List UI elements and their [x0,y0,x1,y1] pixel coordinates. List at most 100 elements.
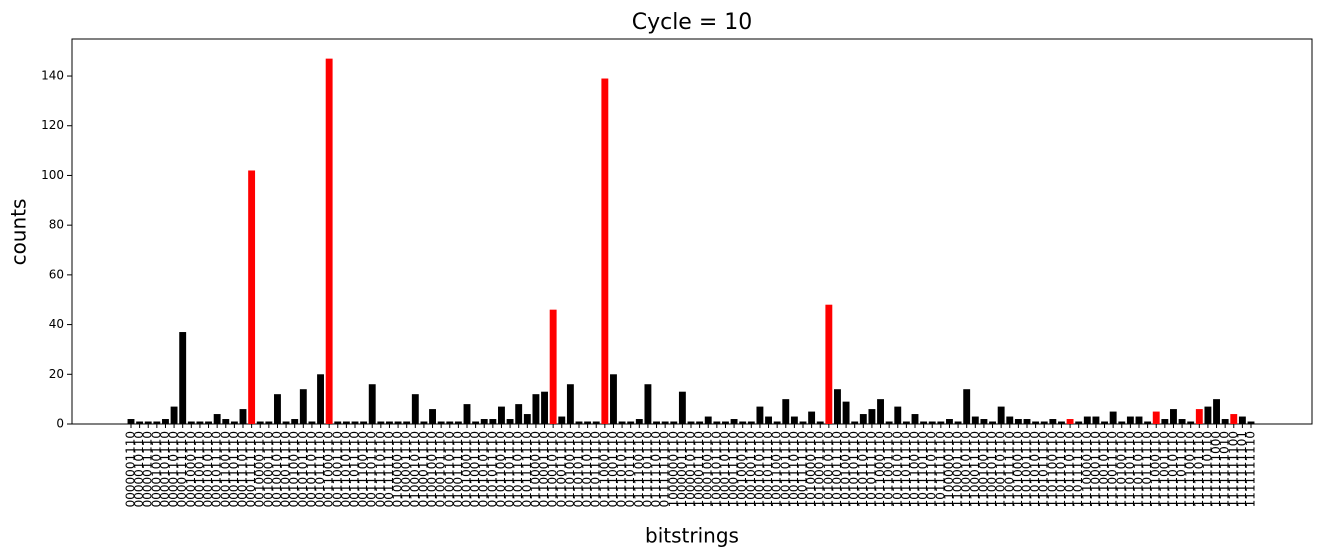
x-tick-label: 0011110110 [373,431,387,507]
x-tick-label: 0011100110 [356,431,370,507]
x-tick-label: 0111011110 [623,431,637,507]
bar [334,421,342,424]
x-tick-label: 0010100110 [287,431,301,507]
bar [360,421,368,424]
x-tick-label: 1000100110 [701,431,715,507]
bar [256,421,264,424]
x-tick-label: 1000001110 [675,431,689,507]
x-tick-label: 0001101110 [227,431,241,507]
bar [541,391,548,424]
bar [222,419,230,424]
x-tick-label: 0011001110 [330,431,344,507]
bar [144,421,152,424]
bar [1170,409,1177,424]
y-tick-label: 20 [49,367,64,381]
x-tick-label: 0110000110 [528,431,542,507]
bar [291,419,299,424]
x-tick-label: 1011001110 [882,431,896,507]
x-tick-label: 1100110110 [994,431,1008,507]
bar [635,419,643,424]
bar [342,421,350,424]
x-tick-label: 1000010110 [684,431,698,507]
bar [782,399,790,424]
bar [1092,416,1100,424]
bar [722,421,729,424]
bar [816,421,824,424]
bar [730,419,738,424]
bar [937,421,945,424]
bar [454,421,462,424]
x-tick-label: 1101000110 [1011,431,1025,507]
bar [765,416,772,424]
x-tick-label: 1111010110 [1166,431,1180,507]
bar [403,421,411,424]
bar [1049,419,1057,424]
bar [1247,421,1255,424]
bar [920,421,928,424]
x-tick-label: 1011111110 [933,431,947,507]
x-tick-label: 0100101110 [434,431,448,507]
x-tick-label: 1001000110 [735,431,749,507]
bar [532,394,540,424]
x-tick-label: 0100011110 [416,431,430,507]
x-tick-label: 1111111101 [1235,431,1249,507]
bar [386,421,393,424]
bar [1014,419,1022,424]
x-tick-label: 0000101110 [158,431,172,507]
bar [127,419,135,424]
bar [1187,421,1195,424]
x-tick-label: 1001001110 [744,431,758,507]
x-tick-label: 0000011110 [141,431,155,507]
bar [230,421,238,424]
x-tick-label: 0100001110 [399,431,413,507]
bar [196,421,204,424]
x-tick-label: 1100011110 [968,431,982,507]
x-tick-label: 1101110110 [1063,431,1077,507]
bar [1195,409,1203,424]
x-tick-label: 0110110110 [580,431,594,507]
bar [859,414,867,424]
bar [1109,411,1117,424]
x-tick-label: 1010111110 [864,431,878,507]
bar [170,406,178,424]
x-tick-label: 1101001110 [1020,431,1034,507]
bar [825,304,833,424]
bar [678,391,686,424]
x-tick-label: 1111111100 [1226,431,1240,507]
x-tick-label: 1000101110 [709,431,723,507]
bar [799,421,807,424]
bar [1230,414,1238,424]
x-tick-label: 0110100110 [563,431,577,507]
bar [1144,421,1152,424]
x-tick-label: 1110101110 [1123,431,1137,507]
bar [661,421,669,424]
x-tick-label: 0010000110 [253,431,267,507]
x-tick-label: 1110000110 [1080,431,1094,507]
bar [1032,421,1040,424]
bar [911,414,919,424]
x-tick-label: 1110110110 [1132,431,1146,507]
x-tick-label: 1100010110 [959,431,973,507]
y-axis-label: counts [7,199,31,266]
x-tick-label: 1011010110 [890,431,904,507]
bar [954,421,962,424]
bar [997,406,1005,424]
x-tick-label: 1001010110 [752,431,766,507]
bar [162,419,169,424]
bar [1221,419,1229,424]
bar [592,421,600,424]
bar [1238,416,1246,424]
x-tick-label: 1011101110 [916,431,930,507]
bar [877,399,884,424]
y-tick-label: 120 [41,118,64,132]
bar [946,419,953,424]
x-tick-label: 0001011110 [210,431,224,507]
x-tick-label: 0000110110 [167,431,181,507]
y-tick-label: 100 [41,168,64,182]
x-tick-label: 0111000110 [597,431,611,507]
x-tick-label: 0101110110 [511,431,525,507]
x-tick-label: 0010101110 [296,431,310,507]
bar [299,389,307,424]
x-tick-label: 1101100110 [1045,431,1059,507]
